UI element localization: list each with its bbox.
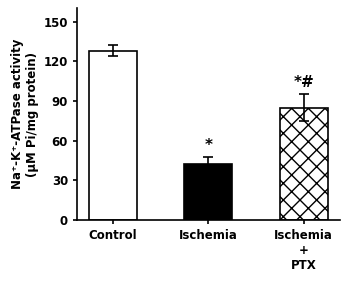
Text: *#: *# (293, 75, 314, 91)
Bar (184, 164, 232, 220)
Bar (89, 51, 136, 220)
Text: *: * (204, 138, 212, 153)
Bar (280, 108, 328, 220)
Y-axis label: Na⁺-K⁺-ATPase activity
(μM Pi/mg protein): Na⁺-K⁺-ATPase activity (μM Pi/mg protein… (11, 39, 39, 190)
